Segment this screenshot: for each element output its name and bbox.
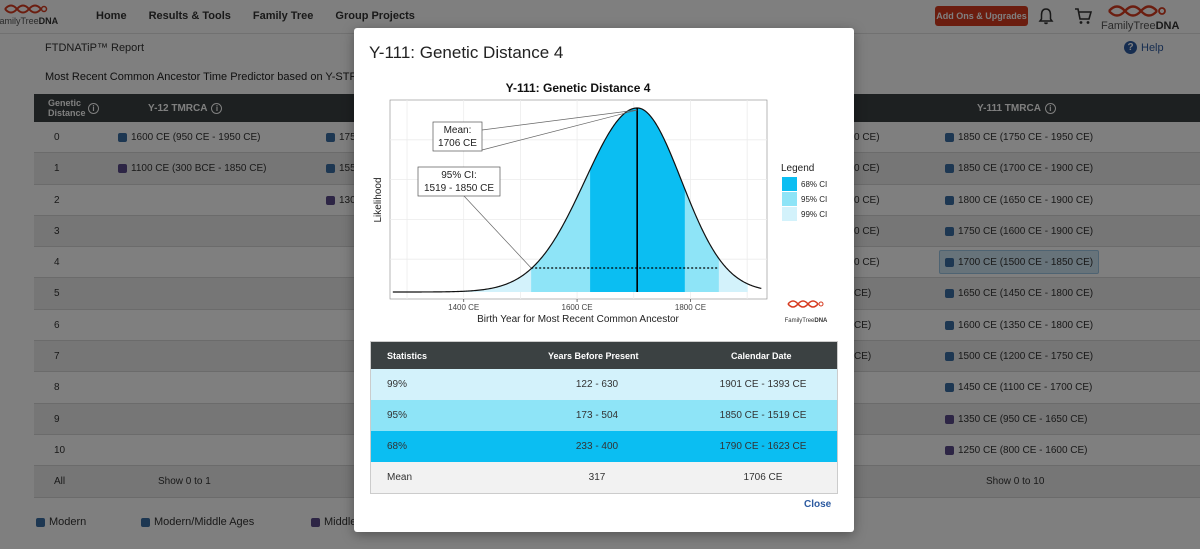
y-axis-label: Likelihood <box>373 177 384 222</box>
x-tick-label: 1800 CE <box>675 303 706 312</box>
stats-row: 95% 173 - 504 1850 CE - 1519 CE <box>371 400 837 431</box>
legend-label-68: 68% CI <box>801 180 827 189</box>
chart-marks <box>392 107 762 293</box>
x-axis-label: Birth Year for Most Recent Common Ancest… <box>477 314 679 325</box>
distance-modal: Y-111: Genetic Distance 4 Y-111: Genetic… <box>354 28 854 532</box>
x-tick-label: 1600 CE <box>562 303 593 312</box>
stats-cell-date: 1790 CE - 1623 CE <box>719 441 807 452</box>
svg-text:FamilyTreeDNA: FamilyTreeDNA <box>785 318 828 324</box>
tmrca-chart: Y-111: Genetic Distance 4 1400 CE 1600 CE… <box>373 81 828 325</box>
chart-logo: FamilyTreeDNA <box>785 300 828 324</box>
close-button[interactable]: Close <box>804 499 832 510</box>
density-curve <box>392 107 762 293</box>
statistics-header: Statistics Years Before Present Calendar… <box>371 342 837 369</box>
chart-legend: Legend 68% CI 95% CI 99% CI <box>781 163 827 221</box>
stats-cell-ybp: 317 <box>588 472 606 483</box>
svg-text:95% CI:: 95% CI: <box>441 170 477 181</box>
stats-cell-stat: Mean <box>387 472 413 483</box>
stats-row: Mean 317 1706 CE <box>371 462 837 493</box>
stats-row: 99% 122 - 630 1901 CE - 1393 CE <box>371 369 837 400</box>
stats-cell-stat: 99% <box>387 379 408 390</box>
legend-label-99: 99% CI <box>801 210 827 219</box>
stats-cell-date: 1706 CE <box>743 472 783 483</box>
legend-swatch-68 <box>782 177 797 191</box>
stats-row: 68% 233 - 400 1790 CE - 1623 CE <box>371 431 837 462</box>
ci95-annotation: 95% CI: 1519 - 1850 CE <box>417 166 501 197</box>
x-tick-label: 1400 CE <box>448 303 479 312</box>
mean-leader-line <box>481 109 638 151</box>
stats-cell-ybp: 173 - 504 <box>575 410 619 421</box>
header-statistics: Statistics <box>387 350 428 361</box>
legend-label-95: 95% CI <box>801 195 827 204</box>
stats-cell-ybp: 122 - 630 <box>575 379 619 390</box>
header-years-before-present: Years Before Present <box>548 350 639 361</box>
modal-title: Y-111: Genetic Distance 4 <box>369 43 564 62</box>
statistics-body: 99% 122 - 630 1901 CE - 1393 CE 95% 173 - 50… <box>371 369 837 493</box>
legend-title: Legend <box>781 163 814 174</box>
mean-leader-line <box>481 109 638 131</box>
dna-logo-icon <box>787 300 819 308</box>
stats-cell-date: 1850 CE - 1519 CE <box>719 410 807 421</box>
statistics-table: Statistics Years Before Present Calendar… <box>370 341 838 494</box>
svg-text:1706 CE: 1706 CE <box>438 138 477 149</box>
stats-cell-stat: 68% <box>387 441 408 452</box>
svg-text:1519 - 1850 CE: 1519 - 1850 CE <box>424 183 494 194</box>
chart-title: Y-111: Genetic Distance 4 <box>506 81 651 95</box>
header-calendar-date: Calendar Date <box>731 350 792 361</box>
ci95-leader-line <box>463 195 532 269</box>
stats-cell-stat: 95% <box>387 410 408 421</box>
svg-text:Mean:: Mean: <box>444 125 472 136</box>
stats-cell-ybp: 233 - 400 <box>575 441 619 452</box>
mean-annotation: Mean: 1706 CE <box>432 121 483 152</box>
legend-swatch-99 <box>782 207 797 221</box>
stats-cell-date: 1901 CE - 1393 CE <box>719 379 807 390</box>
x-ticks: 1400 CE 1600 CE 1800 CE <box>448 299 706 312</box>
legend-swatch-95 <box>782 192 797 206</box>
